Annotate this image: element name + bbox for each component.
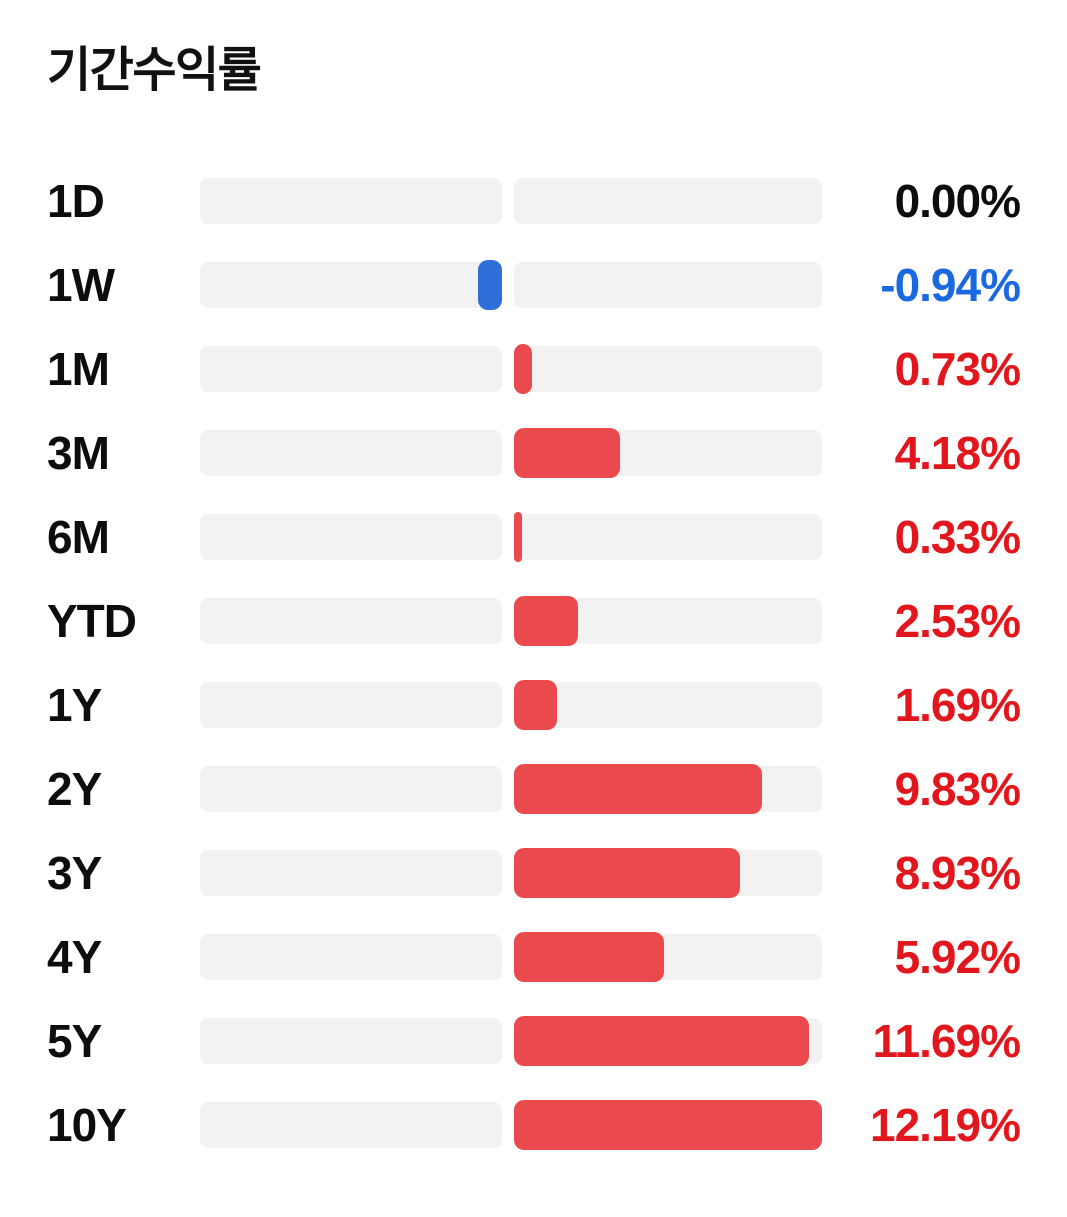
return-row: 3Y 8.93% bbox=[47, 846, 1021, 899]
return-value: 11.69% bbox=[872, 1014, 1021, 1067]
bar-track bbox=[200, 763, 822, 814]
bar-track-left bbox=[200, 1101, 502, 1148]
return-value: 12.19% bbox=[869, 1098, 1021, 1151]
bar-track-left bbox=[200, 597, 502, 644]
bar-track bbox=[200, 679, 822, 730]
bar-track bbox=[200, 343, 822, 394]
period-returns-panel: 기간수익률 1D 0.00% 1W -0.94% 1M 0.73% 3M bbox=[47, 44, 1021, 1151]
bar-track-left bbox=[200, 261, 502, 308]
return-row: 1Y 1.69% bbox=[47, 678, 1021, 731]
bar-track bbox=[200, 176, 822, 226]
return-row: 5Y 11.69% bbox=[47, 1014, 1021, 1067]
return-bar bbox=[478, 259, 502, 310]
page-title: 기간수익률 bbox=[47, 44, 262, 97]
bar-track bbox=[200, 847, 822, 898]
period-label: 5Y bbox=[47, 1014, 102, 1067]
period-label: 1W bbox=[47, 258, 115, 311]
return-row: 2Y 9.83% bbox=[47, 762, 1021, 815]
bar-track bbox=[200, 259, 822, 310]
bar-track-left bbox=[200, 765, 502, 812]
return-bar bbox=[514, 1099, 822, 1150]
return-bar bbox=[514, 1015, 810, 1066]
return-value: 1.69% bbox=[894, 678, 1021, 731]
return-value: 9.83% bbox=[894, 762, 1021, 815]
return-bar bbox=[514, 931, 664, 982]
return-value: -0.94% bbox=[880, 258, 1021, 311]
period-label: 10Y bbox=[47, 1098, 127, 1151]
bar-track-left bbox=[200, 681, 502, 728]
returns-list: 1D 0.00% 1W -0.94% 1M 0.73% 3M bbox=[47, 174, 1021, 1151]
bar-track bbox=[200, 1015, 822, 1066]
bar-track bbox=[200, 1099, 822, 1150]
bar-track bbox=[200, 511, 822, 562]
bar-track bbox=[200, 427, 822, 478]
return-bar bbox=[514, 427, 620, 478]
period-label: 6M bbox=[47, 510, 110, 563]
bar-track-left bbox=[200, 513, 502, 560]
return-value: 0.33% bbox=[894, 510, 1021, 563]
bar-track bbox=[200, 931, 822, 982]
bar-track bbox=[200, 595, 822, 646]
bar-track-left bbox=[200, 429, 502, 476]
return-value: 0.73% bbox=[894, 342, 1021, 395]
return-row: 4Y 5.92% bbox=[47, 930, 1021, 983]
period-label: 3Y bbox=[47, 846, 102, 899]
period-label: 1D bbox=[47, 174, 105, 227]
bar-track-right bbox=[514, 261, 822, 308]
period-label: 2Y bbox=[47, 762, 102, 815]
return-row: 1W -0.94% bbox=[47, 258, 1021, 311]
return-row: YTD 2.53% bbox=[47, 594, 1021, 647]
period-label: 1M bbox=[47, 342, 110, 395]
return-value: 8.93% bbox=[894, 846, 1021, 899]
period-label: 3M bbox=[47, 426, 110, 479]
return-row: 1D 0.00% bbox=[47, 174, 1021, 227]
return-bar bbox=[514, 847, 740, 898]
return-row: 6M 0.33% bbox=[47, 510, 1021, 563]
period-label: 4Y bbox=[47, 930, 102, 983]
return-bar bbox=[514, 763, 763, 814]
return-bar bbox=[514, 343, 533, 394]
return-row: 1M 0.73% bbox=[47, 342, 1021, 395]
period-label: YTD bbox=[47, 594, 137, 647]
bar-track-left bbox=[200, 1017, 502, 1064]
bar-track-left bbox=[200, 345, 502, 392]
return-bar bbox=[514, 679, 557, 730]
period-label: 1Y bbox=[47, 678, 102, 731]
bar-track-left bbox=[200, 849, 502, 896]
bar-track-right bbox=[514, 513, 822, 560]
return-bar bbox=[514, 511, 523, 562]
bar-track-left bbox=[200, 933, 502, 980]
return-row: 3M 4.18% bbox=[47, 426, 1021, 479]
return-value: 2.53% bbox=[894, 594, 1021, 647]
bar-track-left bbox=[200, 177, 502, 224]
return-bar bbox=[514, 595, 578, 646]
return-value: 4.18% bbox=[894, 426, 1021, 479]
return-row: 10Y 12.19% bbox=[47, 1098, 1021, 1151]
return-value: 5.92% bbox=[894, 930, 1021, 983]
bar-track-right bbox=[514, 345, 822, 392]
bar-track-right bbox=[514, 681, 822, 728]
bar-track-right bbox=[514, 177, 822, 224]
return-value: 0.00% bbox=[894, 174, 1021, 227]
